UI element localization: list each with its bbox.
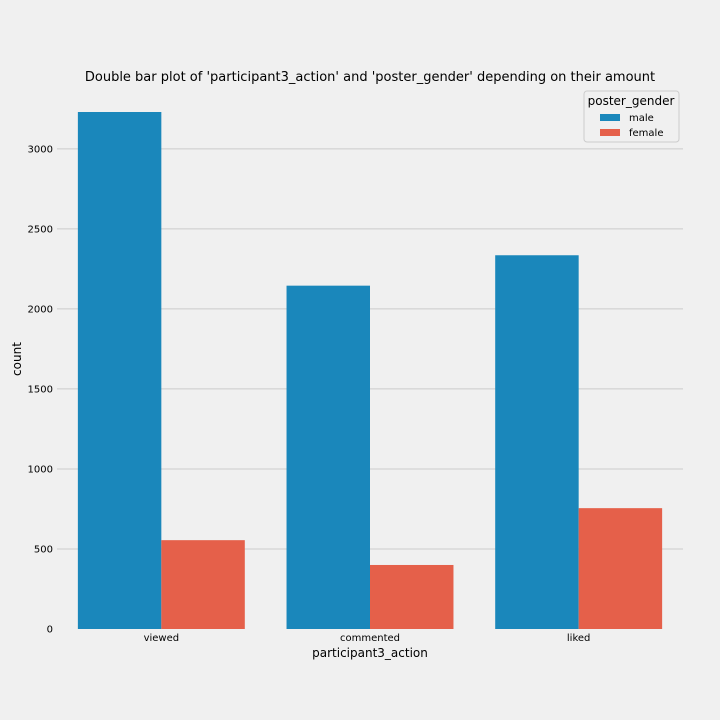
y-tick-label: 2500 <box>28 224 53 235</box>
legend-label-female: female <box>629 128 663 139</box>
y-axis-label: count <box>10 342 24 376</box>
bar-male-viewed <box>77 112 162 629</box>
y-tick-label: 1000 <box>28 464 53 475</box>
bar-female-commented <box>370 564 454 629</box>
bar-female-viewed <box>161 540 245 629</box>
x-tick-label: liked <box>567 633 591 644</box>
x-tick-labels: viewed commented liked <box>144 633 591 644</box>
legend-label-male: male <box>629 113 654 124</box>
x-axis-label: participant3_action <box>312 646 428 660</box>
y-tick-label: 1500 <box>28 384 53 395</box>
y-tick-label: 3000 <box>28 144 53 155</box>
x-tick-label: commented <box>340 633 400 644</box>
bar-male-liked <box>495 255 579 629</box>
bars <box>77 112 663 629</box>
chart-title: Double bar plot of 'participant3_action'… <box>85 70 655 85</box>
legend: poster_gender male female <box>583 90 680 143</box>
y-tick-label: 500 <box>34 544 53 555</box>
legend-items: male female <box>600 113 663 139</box>
legend-swatch-female <box>600 129 620 136</box>
bar-male-commented <box>286 285 370 629</box>
y-tick-label: 2000 <box>28 304 53 315</box>
x-tick-label: viewed <box>144 633 180 644</box>
bar-female-liked <box>578 508 663 629</box>
y-tick-labels: 0 500 1000 1500 2000 2500 3000 <box>28 144 53 635</box>
legend-swatch-male <box>600 114 620 121</box>
legend-title: poster_gender <box>588 94 675 108</box>
y-tick-label: 0 <box>47 625 53 636</box>
